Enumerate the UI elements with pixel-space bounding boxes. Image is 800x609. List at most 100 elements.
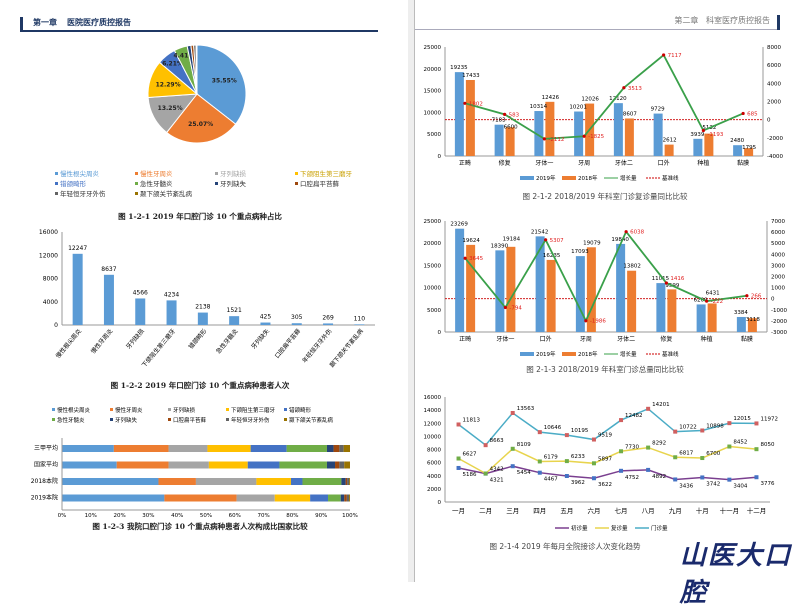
bar-2019 <box>733 145 743 156</box>
bar-2019 <box>736 316 746 332</box>
stacked-bar-segment <box>158 478 196 485</box>
growth-data-label: 5307 <box>550 238 564 244</box>
x-tick-label: 30% <box>142 513 154 519</box>
growth-data-label: 7117 <box>668 53 682 59</box>
y2-tick-label: 2000 <box>771 275 785 281</box>
y2-tick-label: 4000 <box>771 252 785 258</box>
y2-tick-label: -4000 <box>767 154 783 160</box>
bar-2019 <box>574 111 584 156</box>
bar <box>291 323 302 325</box>
bar-data-label: 18390 <box>491 243 509 249</box>
bar-2019 <box>494 124 504 156</box>
y-tick-label: 4000 <box>43 299 58 306</box>
series-marker <box>564 473 569 478</box>
series-line <box>458 407 757 447</box>
legend-label: 口腔扁平苔藓 <box>173 416 207 424</box>
growth-data-label: 266 <box>751 294 762 300</box>
bar-data-label: 3384 <box>734 310 748 316</box>
growth-data-label: 6038 <box>630 230 644 236</box>
y2-tick-label: -3000 <box>771 330 787 336</box>
stacked-bar-segment <box>347 478 350 485</box>
point-data-label: 8292 <box>652 441 666 447</box>
bar-2018 <box>624 118 634 156</box>
growth-data-label: -222 <box>711 299 723 305</box>
series-marker <box>564 459 569 464</box>
x-tick-label: 黏膜 <box>741 335 753 343</box>
bar <box>166 300 177 325</box>
growth-point <box>705 299 709 303</box>
chapter-label: 第二章 <box>674 16 699 25</box>
x-tick-label: 牙列缺失 <box>249 327 271 351</box>
bar-2018 <box>664 144 674 156</box>
series-marker <box>483 443 488 448</box>
legend-label: 2019年 <box>536 174 556 182</box>
y2-tick-label: -1000 <box>771 308 787 314</box>
point-data-label: 3404 <box>733 484 747 490</box>
stacked-bar-segment <box>236 494 275 502</box>
chapter-title: 医院医疗质控报告 <box>67 18 131 27</box>
legend-label: 错颌畸形 <box>60 179 87 188</box>
bar-2019 <box>535 236 545 332</box>
pie-slice <box>165 93 237 144</box>
x-tick-label: 正畸 <box>459 335 471 343</box>
growth-data-label: 1416 <box>670 276 684 282</box>
series-marker <box>727 444 732 449</box>
x-tick-label: 牙列缺损 <box>124 327 146 351</box>
bar-data-label: 17093 <box>571 249 589 255</box>
series-marker <box>619 468 624 473</box>
y-tick-label: 0 <box>438 500 442 506</box>
point-data-label: 5897 <box>598 456 612 462</box>
stacked-bar-segment <box>345 478 348 485</box>
stacked-bar-segment <box>207 445 251 452</box>
y-tick-label: 10000 <box>424 110 442 116</box>
y-tick-label: 0 <box>54 322 58 329</box>
x-tick-label: 60% <box>229 513 241 519</box>
legend-label: 牙列缺损 <box>220 169 247 178</box>
y-tick-label: 10000 <box>424 434 442 440</box>
bar-2018 <box>627 270 637 332</box>
x-tick-label: 种植 <box>701 335 713 343</box>
stacked-bar-segment <box>286 445 327 452</box>
growth-data-label: 3645 <box>469 256 483 262</box>
series-marker <box>456 422 461 427</box>
point-data-label: 6817 <box>679 450 693 456</box>
legend-label: 复诊量 <box>611 524 628 532</box>
x-tick-label: 黏膜 <box>737 159 749 167</box>
point-data-label: 6700 <box>706 451 720 457</box>
y-tick-label: 国家平均 <box>34 461 58 469</box>
stacked-bar-segment <box>195 478 257 485</box>
legend-swatch <box>135 182 138 185</box>
bar-2018 <box>747 318 757 332</box>
growth-data-label: 3513 <box>628 86 642 92</box>
bar-2018 <box>506 246 516 332</box>
stacked-bar-segment <box>341 478 346 485</box>
bar-data-label: 23269 <box>450 222 468 228</box>
x-tick-label: 十二月 <box>747 506 767 515</box>
bar-data-label: 305 <box>291 314 303 321</box>
bar-data-label: 8637 <box>101 266 116 273</box>
bar-data-label: 9729 <box>651 107 665 113</box>
pie-slice <box>195 44 198 95</box>
legend-label: 增长量 <box>620 350 637 358</box>
bar-data-label: 17433 <box>462 73 480 79</box>
x-tick-label: 100% <box>342 513 358 519</box>
bar-data-label: 12026 <box>581 97 599 103</box>
growth-point <box>503 305 507 310</box>
legend-label: 下颌阻生第三磨牙 <box>300 169 353 178</box>
bar-data-label: 2138 <box>195 304 210 311</box>
x-tick-label: 一月 <box>452 507 465 515</box>
x-tick-label: 口外 <box>658 159 670 167</box>
bar-data-label: 11015 <box>652 276 670 282</box>
y-tick-label: 25000 <box>424 219 442 225</box>
legend-swatch <box>135 192 138 195</box>
stacked-bar-segment <box>339 461 345 469</box>
bar-data-label: 21542 <box>531 229 549 235</box>
stacked-bar-segment <box>247 461 280 469</box>
y-tick-label: 8000 <box>427 448 441 454</box>
x-tick-label: 40% <box>171 513 183 519</box>
point-data-label: 3622 <box>598 482 612 488</box>
stacked-bar-segment <box>164 494 237 502</box>
point-data-label: 12482 <box>625 413 643 419</box>
series-marker <box>619 449 624 454</box>
growth-point <box>624 230 628 234</box>
